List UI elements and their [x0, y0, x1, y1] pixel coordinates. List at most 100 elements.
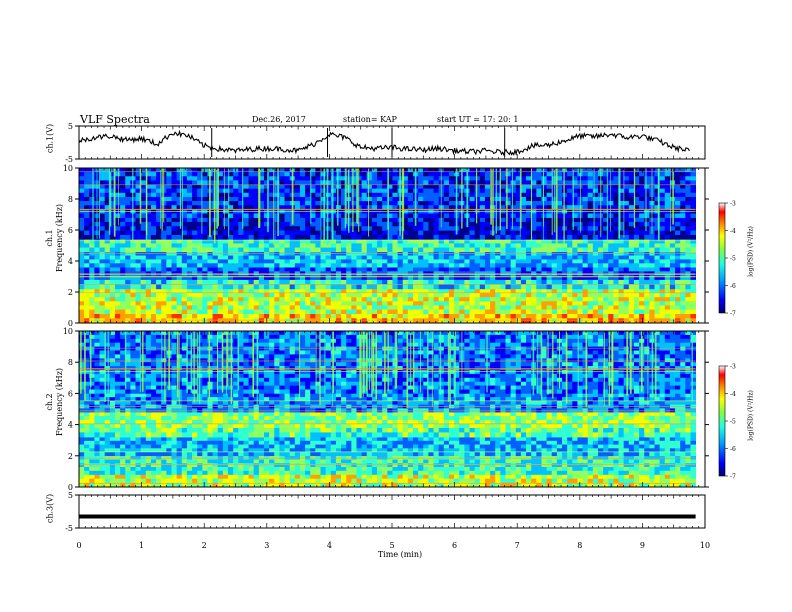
spectrogram-cell — [217, 221, 224, 227]
spectrogram-cell — [546, 297, 553, 302]
spectrogram-cell — [89, 226, 95, 231]
spectrogram-cell — [341, 305, 347, 310]
spectrogram-cell — [233, 184, 239, 189]
spectrogram-cell — [633, 205, 640, 210]
spectrogram-cell — [567, 226, 573, 231]
spectrogram-cell — [104, 239, 111, 244]
spectrogram-cell — [490, 279, 496, 285]
spectrogram-cell — [484, 205, 491, 210]
spectrogram-cell — [207, 259, 213, 264]
spectrogram-cell — [104, 288, 111, 294]
spectrogram-cell — [469, 192, 476, 198]
spectrogram-cell — [680, 293, 686, 298]
spectrogram-cell — [603, 301, 609, 306]
spectrogram-cell — [84, 188, 90, 194]
spectrogram-cell — [628, 168, 635, 173]
spectrogram-cell — [366, 196, 373, 202]
spectrogram-cell — [423, 226, 429, 231]
spectrogram-cell — [603, 313, 609, 319]
spectrogram-cell — [202, 259, 208, 264]
spectrogram-cell — [299, 247, 306, 252]
spectrogram-cell — [633, 221, 640, 227]
spectrogram-cell — [423, 221, 429, 227]
spectrogram-cell — [587, 192, 594, 198]
spectrogram-cell — [628, 267, 635, 272]
spectrogram-cell — [356, 226, 363, 231]
spectrogram-cell — [176, 288, 183, 294]
spectrogram-cell — [217, 226, 224, 231]
spectrogram-cell — [505, 279, 512, 285]
spectrogram-cell — [639, 255, 645, 260]
spectrogram-cell — [479, 301, 486, 306]
spectrogram-cell — [335, 309, 342, 314]
spectrogram-cell — [289, 305, 296, 310]
spectrogram-cell — [207, 247, 213, 252]
spectrogram-cell — [109, 474, 116, 479]
spectrogram-cell — [269, 284, 275, 290]
spectrogram-cell — [186, 205, 193, 210]
spectrogram-cell — [135, 221, 142, 227]
spectrogram-cell — [243, 180, 249, 185]
spectrogram-cell — [551, 234, 558, 240]
spectrogram-cell — [639, 275, 645, 280]
spectrogram-cell — [448, 192, 455, 198]
spectrogram-cell — [351, 192, 357, 198]
spectrogram-cell — [233, 213, 239, 218]
spectrogram-cell — [536, 482, 542, 488]
spectrogram-cell — [680, 192, 686, 198]
spectrogram-cell — [407, 293, 414, 298]
spectrogram-cell — [567, 318, 573, 324]
spectrogram-cell — [346, 247, 352, 252]
spectrogram-cell — [150, 482, 157, 488]
spectrogram-cell — [418, 226, 424, 231]
spectrogram-cell — [556, 293, 563, 298]
spectrogram-cell — [407, 259, 414, 264]
spectrogram-cell — [443, 318, 450, 324]
spectrogram-cell — [690, 482, 697, 488]
spectrogram-cell — [325, 305, 332, 310]
spectrogram-cell — [402, 474, 409, 479]
spectrogram-cell — [79, 239, 85, 244]
spectrogram-cell — [150, 184, 157, 189]
spectrogram-cell — [171, 293, 178, 298]
spectrogram-cell — [253, 313, 260, 319]
spectrogram-cell — [520, 226, 527, 231]
spectrogram-cell — [392, 313, 398, 319]
spectrogram-cell — [669, 259, 676, 264]
spectrogram-cell — [587, 205, 594, 210]
spectrogram-cell — [161, 259, 167, 264]
spectrogram-cell — [104, 309, 111, 314]
spectrogram-cell — [582, 188, 589, 194]
spectrogram-cell — [222, 184, 229, 189]
spectrogram-cell — [618, 192, 625, 198]
spectrogram-cell — [613, 305, 619, 310]
spectrogram-cell — [222, 297, 229, 302]
spectrogram-cell — [140, 234, 147, 240]
spectrogram-cell — [685, 293, 691, 298]
spectrogram-cell — [243, 201, 249, 206]
spectrogram-cell — [402, 305, 409, 310]
spectrogram-cell — [258, 318, 265, 324]
spectrogram-cell — [335, 217, 342, 223]
spectrogram-cell — [413, 318, 419, 324]
spectrogram-cell — [84, 305, 90, 310]
spectrogram-cell — [258, 217, 265, 223]
spectrogram-cell — [649, 279, 655, 285]
spectrogram-cell — [310, 288, 316, 294]
spectrogram-cell — [520, 192, 527, 198]
spectrogram-cell — [84, 213, 90, 218]
spectrogram-cell — [628, 192, 635, 198]
spectrogram-cell — [592, 213, 599, 218]
spectrogram-cell — [305, 279, 311, 285]
spectrogram-cell — [315, 255, 321, 260]
spectrogram-cell — [448, 247, 455, 252]
spectrogram-cell — [109, 201, 116, 206]
spectrogram-cell — [680, 184, 686, 189]
spectrogram-cell — [500, 309, 506, 314]
spectrogram-cell — [253, 192, 260, 198]
spectrogram-cell — [382, 313, 388, 319]
spectrogram-cell — [366, 247, 373, 252]
spectrogram-cell — [263, 478, 270, 484]
spectrogram-cell — [546, 201, 553, 206]
